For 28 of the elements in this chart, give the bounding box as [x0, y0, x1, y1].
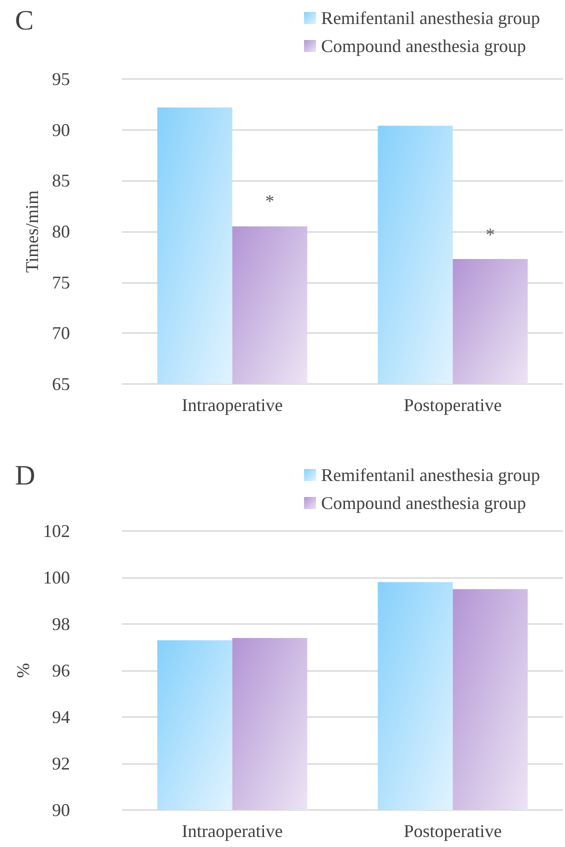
y-tick-label: 98: [52, 614, 70, 634]
annotation: *: [265, 191, 274, 211]
x-tick-label: Intraoperative: [182, 821, 283, 841]
chart-title: D: [15, 460, 36, 492]
y-tick-label: 92: [52, 754, 70, 774]
y-tick-label: 85: [52, 170, 70, 191]
y-tick-label: 90: [52, 800, 70, 820]
y-axis-title: Times/mim: [22, 190, 42, 273]
y-tick-label: 65: [52, 374, 70, 394]
y-tick-label: 70: [52, 323, 70, 344]
y-tick-label: 95: [52, 69, 70, 89]
annotation: *: [486, 224, 495, 245]
legend-label: Remifentanil anesthesia group: [321, 8, 540, 28]
x-tick-label: Intraoperative: [182, 395, 283, 415]
y-tick-label: 80: [52, 222, 70, 242]
legend-label: Remifentanil anesthesia group: [321, 465, 540, 485]
y-tick-label: 94: [52, 707, 70, 727]
y-axis-title: %: [13, 663, 34, 678]
legend-label: Compound anesthesia group: [321, 493, 526, 513]
legend-label: Compound anesthesia group: [321, 36, 526, 56]
chart-title: C: [15, 6, 34, 36]
y-tick-label: 90: [52, 120, 70, 140]
y-tick-label: 102: [43, 521, 70, 541]
x-tick-label: Postoperative: [404, 821, 502, 841]
x-tick-label: Postoperative: [404, 395, 502, 415]
y-tick-label: 75: [52, 272, 70, 292]
y-tick-label: 100: [43, 568, 70, 588]
y-tick-label: 96: [52, 660, 70, 680]
